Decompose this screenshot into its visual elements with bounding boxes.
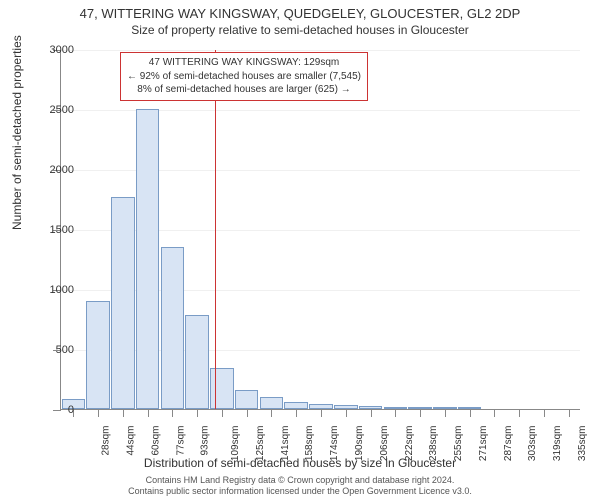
x-tick-label: 109sqm bbox=[230, 426, 241, 462]
y-tick-label: 2000 bbox=[34, 164, 74, 176]
histogram-bar bbox=[185, 315, 209, 409]
x-tick-label: 222sqm bbox=[404, 426, 415, 462]
x-tick-label: 44sqm bbox=[126, 426, 137, 456]
footer-line-2: Contains public sector information licen… bbox=[0, 486, 600, 498]
histogram-bar bbox=[136, 109, 160, 409]
chart-subtitle: Size of property relative to semi-detach… bbox=[0, 21, 600, 37]
x-tick-label: 174sqm bbox=[329, 426, 340, 462]
x-tick-label: 271sqm bbox=[478, 426, 489, 462]
chart-footer: Contains HM Land Registry data © Crown c… bbox=[0, 475, 600, 498]
annotation-line: ← 92% of semi-detached houses are smalle… bbox=[127, 70, 361, 84]
histogram-bar bbox=[86, 301, 110, 409]
x-tick-label: 125sqm bbox=[255, 426, 266, 462]
x-tick-label: 141sqm bbox=[280, 426, 291, 462]
x-tick-label: 335sqm bbox=[577, 426, 588, 462]
x-tick-label: 158sqm bbox=[305, 426, 316, 462]
histogram-bar bbox=[284, 402, 308, 409]
y-tick-label: 2500 bbox=[34, 104, 74, 116]
x-tick-label: 28sqm bbox=[101, 426, 112, 456]
x-tick-label: 60sqm bbox=[150, 426, 161, 456]
footer-line-1: Contains HM Land Registry data © Crown c… bbox=[0, 475, 600, 487]
x-tick-label: 255sqm bbox=[453, 426, 464, 462]
y-tick-label: 1000 bbox=[34, 284, 74, 296]
y-tick-label: 3000 bbox=[34, 44, 74, 56]
x-tick-label: 206sqm bbox=[379, 426, 390, 462]
x-tick-label: 93sqm bbox=[200, 426, 211, 456]
x-tick-label: 303sqm bbox=[527, 426, 538, 462]
chart-plot-area bbox=[60, 50, 580, 410]
annotation-line: 47 WITTERING WAY KINGSWAY: 129sqm bbox=[127, 56, 361, 70]
plot-region bbox=[60, 50, 580, 410]
x-tick-label: 319sqm bbox=[552, 426, 563, 462]
y-tick-label: 500 bbox=[34, 344, 74, 356]
histogram-bar bbox=[111, 197, 135, 409]
x-tick-label: 77sqm bbox=[175, 426, 186, 456]
property-marker-line bbox=[215, 50, 216, 409]
y-tick-label: 0 bbox=[34, 404, 74, 416]
x-tick-label: 287sqm bbox=[503, 426, 514, 462]
histogram-bar bbox=[235, 390, 259, 409]
annotation-line: 8% of semi-detached houses are larger (6… bbox=[127, 83, 361, 97]
x-tick-label: 238sqm bbox=[428, 426, 439, 462]
y-axis-label: Number of semi-detached properties bbox=[10, 35, 24, 230]
y-tick-label: 1500 bbox=[34, 224, 74, 236]
chart-title: 47, WITTERING WAY KINGSWAY, QUEDGELEY, G… bbox=[0, 0, 600, 21]
histogram-bar bbox=[260, 397, 284, 409]
histogram-bar bbox=[161, 247, 185, 409]
annotation-box: 47 WITTERING WAY KINGSWAY: 129sqm← 92% o… bbox=[120, 52, 368, 101]
x-tick-label: 190sqm bbox=[354, 426, 365, 462]
